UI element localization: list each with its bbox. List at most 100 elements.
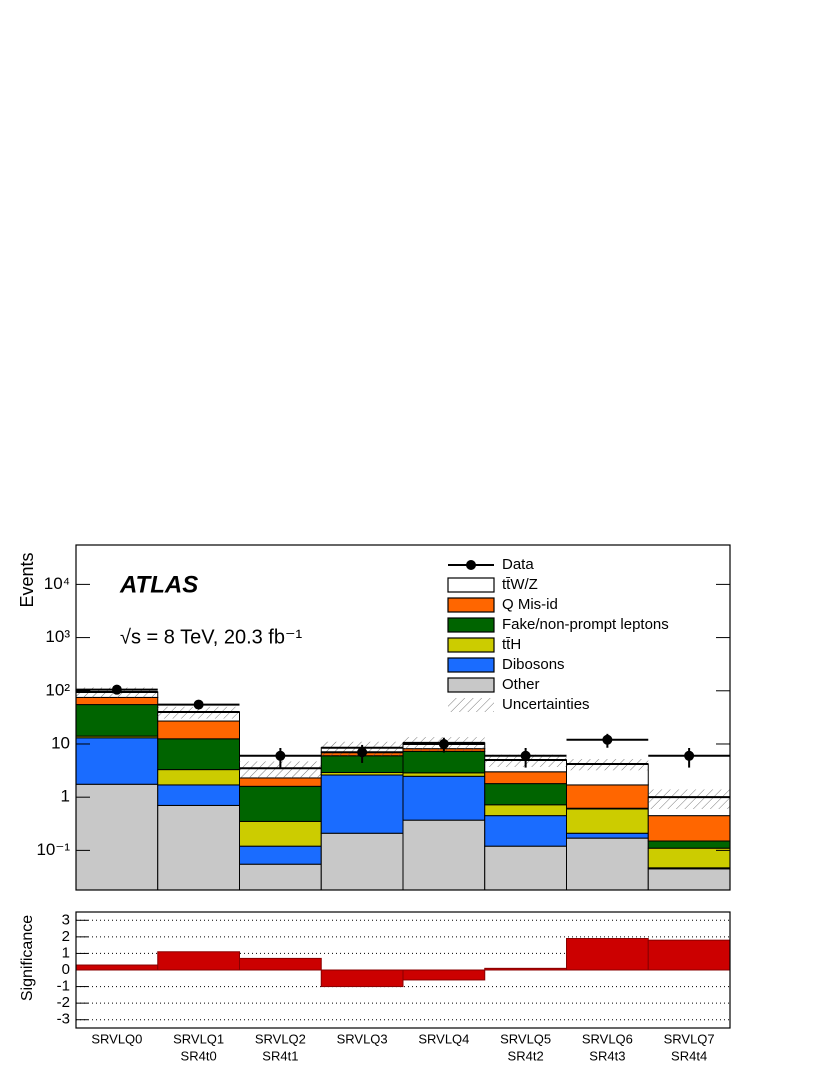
y-tick-label: -2 bbox=[57, 994, 70, 1011]
legend-label: Dibosons bbox=[502, 656, 565, 673]
bar bbox=[484, 967, 567, 971]
legend-label: Fake/non-prompt leptons bbox=[502, 616, 669, 633]
x-tick-label: SRVLQ4 bbox=[418, 1031, 469, 1046]
bar bbox=[239, 957, 322, 971]
bar-segment bbox=[239, 785, 322, 822]
x-tick-label: SR4t0 bbox=[181, 1048, 217, 1063]
x-tick-label: SR4t1 bbox=[262, 1048, 298, 1063]
y-tick-label: -1 bbox=[57, 978, 70, 995]
y-axis-label: Events bbox=[17, 552, 37, 607]
bar-segment bbox=[75, 696, 159, 706]
x-tick-label: SRVLQ3 bbox=[337, 1031, 388, 1046]
bar-segment bbox=[157, 769, 240, 786]
bar bbox=[320, 969, 404, 988]
bar-segment bbox=[157, 738, 240, 771]
bar-segment bbox=[647, 815, 731, 842]
bar-segment bbox=[157, 784, 240, 806]
x-tick-label: SR4t4 bbox=[671, 1048, 707, 1063]
ratio-axis-label: Significance bbox=[19, 915, 36, 1001]
x-tick-label: SR4t2 bbox=[508, 1048, 544, 1063]
y-tick-label: 1 bbox=[61, 787, 70, 806]
bar bbox=[157, 951, 240, 971]
bar-segment bbox=[566, 808, 649, 834]
data-point bbox=[357, 747, 368, 758]
data-point bbox=[111, 684, 122, 695]
y-tick-label: 10 bbox=[51, 733, 70, 752]
y-tick-label: 10² bbox=[45, 680, 70, 699]
y-tick-label: -3 bbox=[57, 1011, 70, 1028]
legend-swatch bbox=[447, 657, 495, 673]
bar-segment bbox=[239, 845, 322, 865]
legend-swatch bbox=[448, 698, 494, 712]
bar-segment bbox=[484, 771, 567, 785]
bar-segment bbox=[647, 847, 731, 869]
data-point bbox=[275, 750, 286, 761]
x-tick-label: SR4t3 bbox=[589, 1048, 625, 1063]
bar-segment bbox=[320, 774, 404, 834]
bar-segment bbox=[320, 832, 404, 891]
legend-swatch bbox=[447, 617, 495, 633]
bar-segment bbox=[484, 783, 567, 806]
bar-segment bbox=[157, 720, 240, 740]
bar-segment bbox=[402, 819, 486, 891]
bar-segment bbox=[484, 804, 567, 817]
bar-segment bbox=[647, 868, 731, 891]
x-tick-label: SRVLQ0 bbox=[91, 1031, 142, 1046]
legend-label: Data bbox=[502, 556, 534, 573]
x-tick-label: SRVLQ1 bbox=[173, 1031, 224, 1046]
bar-segment bbox=[566, 784, 649, 809]
legend-label: tt̄H bbox=[502, 636, 521, 653]
bar bbox=[402, 969, 486, 981]
legend-swatch bbox=[447, 577, 495, 593]
bar-segment bbox=[402, 772, 486, 777]
bar bbox=[566, 938, 649, 971]
legend-swatch bbox=[447, 597, 495, 613]
bar-segment bbox=[75, 783, 159, 891]
bar-segment bbox=[402, 750, 486, 774]
ratio-frame bbox=[75, 911, 731, 1029]
bar-segment bbox=[402, 775, 486, 821]
bar-segment bbox=[566, 837, 649, 891]
bar-segment bbox=[75, 704, 159, 737]
legend-swatch bbox=[447, 677, 495, 693]
bar-segment bbox=[157, 804, 240, 891]
y-tick-label: 0 bbox=[62, 961, 70, 978]
y-tick-label: 10³ bbox=[45, 627, 70, 646]
plot-frame bbox=[75, 544, 731, 891]
y-tick-label: 10⁴ bbox=[44, 574, 70, 593]
data-point bbox=[438, 738, 449, 749]
uncertainty-band bbox=[648, 789, 730, 809]
experiment-label: ATLAS bbox=[119, 571, 198, 598]
bar-segment bbox=[647, 840, 731, 849]
bar-segment bbox=[566, 832, 649, 839]
bar-segment bbox=[239, 863, 322, 891]
y-tick-label: 10⁻¹ bbox=[36, 840, 70, 859]
bar-segment bbox=[239, 777, 322, 787]
uncertainty-band bbox=[239, 761, 322, 778]
bar-segment bbox=[484, 845, 567, 891]
y-tick-label: 3 bbox=[62, 911, 70, 928]
data-point bbox=[520, 750, 531, 761]
bar-segment bbox=[239, 820, 322, 847]
y-tick-label: 1 bbox=[62, 944, 70, 961]
bar-segment bbox=[484, 815, 567, 847]
legend-label: Q Mis-id bbox=[502, 596, 558, 613]
bar-segment bbox=[75, 737, 159, 785]
legend-label: Uncertainties bbox=[502, 696, 590, 713]
data-point bbox=[193, 699, 204, 710]
bar bbox=[647, 939, 731, 971]
x-tick-label: SRVLQ6 bbox=[582, 1031, 633, 1046]
energy-label: √s = 8 TeV, 20.3 fb⁻¹ bbox=[120, 626, 303, 648]
legend-label: Other bbox=[502, 676, 540, 693]
y-tick-label: 2 bbox=[62, 928, 70, 945]
data-point bbox=[684, 750, 695, 761]
data-point bbox=[602, 734, 613, 745]
x-tick-label: SRVLQ5 bbox=[500, 1031, 551, 1046]
legend-label: tt̄W/Z bbox=[502, 576, 538, 593]
legend-data-marker bbox=[466, 560, 476, 570]
x-tick-label: SRVLQ2 bbox=[255, 1031, 306, 1046]
bar bbox=[75, 964, 159, 971]
x-tick-label: SRVLQ7 bbox=[664, 1031, 715, 1046]
legend-swatch bbox=[447, 637, 495, 653]
